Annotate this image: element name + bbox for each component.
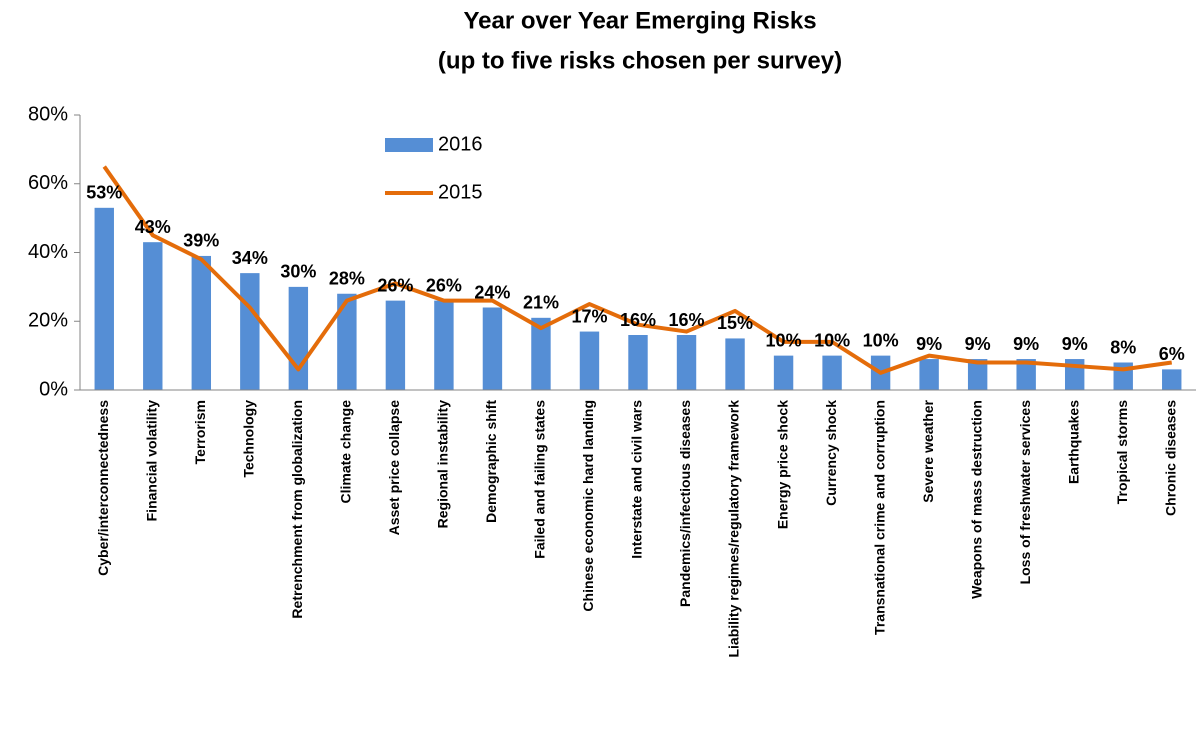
- x-tick-label: Severe weather: [920, 399, 936, 502]
- x-tick-label: Demographic shift: [483, 400, 499, 523]
- data-label: 9%: [916, 334, 942, 354]
- bar: [143, 242, 163, 390]
- bar: [240, 273, 260, 390]
- data-label: 30%: [280, 262, 316, 282]
- chart-subtitle: (up to five risks chosen per survey): [438, 47, 842, 74]
- x-tick-label: Tropical storms: [1114, 400, 1130, 504]
- y-tick-label: 60%: [28, 172, 68, 194]
- bar: [579, 331, 600, 390]
- bar: [628, 335, 648, 390]
- legend-label: 2016: [438, 133, 483, 155]
- data-label: 39%: [183, 231, 219, 251]
- x-tick-label: Energy price shock: [774, 400, 790, 529]
- x-tick-label: Earthquakes: [1065, 400, 1081, 484]
- x-tick-label: Loss of freshwater services: [1017, 400, 1033, 585]
- x-tick-label: Cyber/interconnectedness: [95, 400, 111, 576]
- legend-swatch: [385, 138, 433, 152]
- x-tick-label: Financial volatility: [143, 400, 159, 522]
- bar: [822, 355, 842, 390]
- data-label: 9%: [1062, 334, 1088, 354]
- data-label: 26%: [377, 275, 413, 295]
- x-tick-label: Climate change: [338, 400, 354, 504]
- data-label: 10%: [766, 330, 802, 350]
- y-tick-label: 0%: [39, 378, 68, 400]
- bar: [676, 335, 697, 390]
- data-label: 9%: [965, 334, 991, 354]
- data-label: 6%: [1159, 344, 1185, 364]
- x-tick-label: Liability regimes/regulatory framework: [726, 400, 742, 658]
- x-tick-label: Retrenchment from globalization: [289, 400, 305, 619]
- data-label: 53%: [86, 183, 122, 203]
- bar: [531, 317, 551, 390]
- bar: [967, 359, 988, 390]
- data-label: 16%: [620, 310, 656, 330]
- x-tick-label: Pandemics/infectious diseases: [677, 400, 693, 607]
- bar: [94, 207, 114, 390]
- data-label: 28%: [329, 269, 365, 289]
- data-label: 17%: [571, 306, 607, 326]
- bar: [919, 359, 939, 390]
- bar: [773, 355, 794, 390]
- bar: [385, 300, 406, 390]
- data-label: 24%: [474, 282, 510, 302]
- bar: [1162, 369, 1182, 390]
- x-tick-label: Asset price collapse: [386, 400, 402, 536]
- x-tick-label: Terrorism: [192, 400, 208, 464]
- y-tick-label: 80%: [28, 103, 68, 125]
- x-tick-label: Interstate and civil wars: [629, 400, 645, 559]
- line: [102, 165, 1173, 375]
- bar: [434, 300, 454, 390]
- x-tick-label: Chinese economic hard landing: [580, 400, 596, 612]
- chart-title: Year over Year Emerging Risks: [463, 7, 816, 34]
- x-tick-label: Transnational crime and corruption: [871, 400, 887, 635]
- x-tick-label: Weapons of mass destruction: [968, 400, 984, 599]
- data-label: 10%: [863, 330, 899, 350]
- y-tick-label: 20%: [28, 310, 68, 332]
- legend-label: 2015: [438, 181, 483, 203]
- data-label: 10%: [814, 330, 850, 350]
- data-label: 9%: [1013, 334, 1039, 354]
- bar: [288, 286, 309, 390]
- data-label: 15%: [717, 313, 753, 333]
- data-label: 21%: [523, 293, 559, 313]
- y-tick-label: 40%: [28, 241, 68, 263]
- bar: [725, 338, 745, 390]
- bar: [191, 255, 212, 390]
- data-label: 43%: [135, 217, 171, 237]
- data-label: 26%: [426, 275, 462, 295]
- x-tick-label: Failed and failing states: [532, 400, 548, 559]
- data-label: 34%: [232, 248, 268, 268]
- bar: [482, 307, 503, 390]
- bar: [1016, 359, 1036, 390]
- bar: [337, 293, 357, 390]
- x-tick-label: Regional instability: [435, 400, 451, 529]
- data-label: 16%: [669, 310, 705, 330]
- x-tick-label: Chronic diseases: [1162, 400, 1178, 516]
- data-label: 8%: [1110, 337, 1136, 357]
- x-tick-label: Currency shock: [823, 400, 839, 506]
- x-tick-label: Technology: [241, 400, 257, 478]
